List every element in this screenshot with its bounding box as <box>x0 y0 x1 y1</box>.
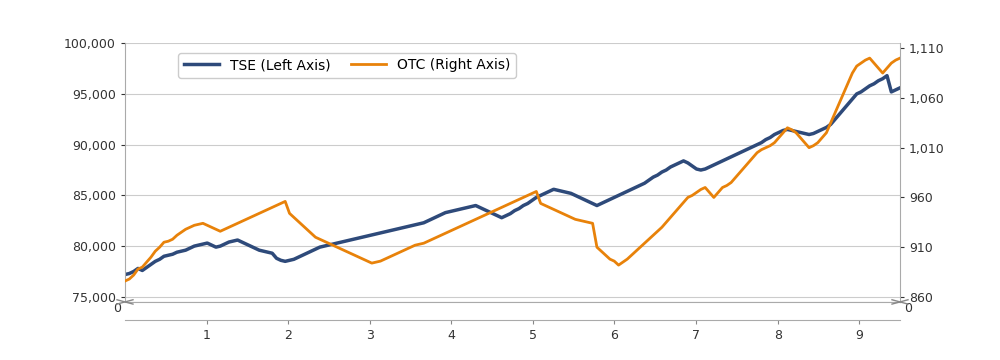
OTC (Right Axis) <box>894 56 906 60</box>
TSE (Left Axis) <box>210 245 222 249</box>
OTC (Right Axis) <box>864 56 876 60</box>
OTC (Right Axis) <box>279 199 291 203</box>
TSE (Left Axis) <box>132 266 144 271</box>
TSE (Left Axis) <box>894 86 906 90</box>
OTC (Right Axis) <box>132 267 144 271</box>
OTC (Right Axis) <box>413 242 425 246</box>
TSE (Left Axis) <box>807 131 819 136</box>
Text: 0: 0 <box>113 302 121 315</box>
TSE (Left Axis) <box>868 82 880 86</box>
Legend: TSE (Left Axis), OTC (Right Axis): TSE (Left Axis), OTC (Right Axis) <box>178 53 516 78</box>
OTC (Right Axis) <box>872 66 884 70</box>
OTC (Right Axis) <box>210 227 222 231</box>
Line: OTC (Right Axis): OTC (Right Axis) <box>125 58 900 281</box>
TSE (Left Axis) <box>413 222 425 226</box>
OTC (Right Axis) <box>807 144 819 148</box>
TSE (Left Axis) <box>881 73 893 78</box>
TSE (Left Axis) <box>279 259 291 264</box>
Text: 0: 0 <box>904 302 912 315</box>
OTC (Right Axis) <box>119 279 131 283</box>
Line: TSE (Left Axis): TSE (Left Axis) <box>125 76 900 275</box>
TSE (Left Axis) <box>119 273 131 277</box>
